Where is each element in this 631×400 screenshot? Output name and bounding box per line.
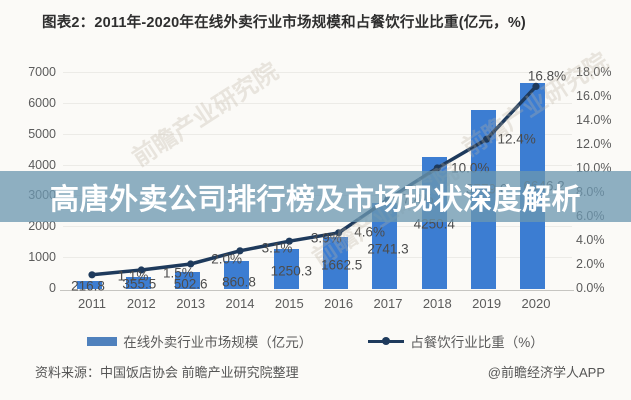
y-axis-tick-left: 2000 <box>28 219 56 234</box>
overlay-banner-text: 高唐外卖公司排行榜及市场现状深度解析 <box>49 183 581 216</box>
y-axis-tick-left: 0 <box>49 281 56 295</box>
line-marker-2019 <box>483 135 491 143</box>
y-axis-tick-right: 18.0% <box>576 65 612 79</box>
line-pct-label-2016: 4.6% <box>354 224 386 240</box>
line-pct-label-2012: 1.5% <box>162 265 194 281</box>
bar-value-label-2013: 502.6 <box>173 276 208 292</box>
line-marker-2018 <box>433 164 441 172</box>
y-axis-tick-left: 1000 <box>28 250 56 265</box>
line-pct-label-2013: 2.0% <box>211 251 243 267</box>
footer-source: 资料来源：中国饭店协会 前瞻产业研究院整理 <box>35 365 299 380</box>
line-marker-2012 <box>137 266 145 274</box>
gridline <box>63 133 572 135</box>
gridline <box>63 102 572 104</box>
y-axis-tick-right: 16.0% <box>576 89 612 103</box>
line-marker-2013 <box>187 260 195 268</box>
line-pct-label-2019: 12.4% <box>497 131 536 147</box>
bar-value-label-2011: 216.8 <box>71 278 105 294</box>
line-pct-label-2014: 3.1% <box>261 240 293 256</box>
x-axis-line <box>60 290 574 291</box>
x-axis-label-2011: 2011 <box>78 296 106 311</box>
bar-2016 <box>323 236 349 289</box>
y-axis-tick-left: 5000 <box>28 126 56 141</box>
overlay-banner: 高唐外卖公司排行榜及市场现状深度解析 <box>0 171 631 222</box>
y-axis-tick-left: 7000 <box>28 65 56 79</box>
line-marker-2016 <box>335 229 343 237</box>
line-pct-label-2015: 3.9% <box>310 230 342 246</box>
bar-series-swatch-icon <box>87 336 118 346</box>
y-axis-tick-right: 12.0% <box>576 137 612 151</box>
x-axis-label-2016: 2016 <box>324 296 354 311</box>
line-pct-label-2011: 1.1% <box>117 268 149 284</box>
bar-2014 <box>224 261 250 289</box>
legend-label: 在线外卖行业市场规模（亿元） <box>123 335 313 350</box>
bar-2015 <box>273 249 299 289</box>
line-pct-label-2020: 16.8% <box>527 68 567 84</box>
footer-credit: @前瞻经济学人APP <box>487 365 605 380</box>
bar-2011 <box>76 281 102 289</box>
legend-item-market-size: 在线外卖行业市场规模（亿元） <box>87 331 312 351</box>
x-axis-label-2012: 2012 <box>126 296 156 311</box>
x-axis-label-2020: 2020 <box>521 296 551 311</box>
bar-value-label-2016: 1662.5 <box>320 257 363 273</box>
x-axis-label-2018: 2018 <box>422 296 452 311</box>
line-marker-2015 <box>285 237 293 245</box>
chart-title: 图表2：2011年-2020年在线外卖行业市场规模和占餐饮行业比重(亿元，%) <box>42 15 526 31</box>
bar-2013 <box>175 272 201 289</box>
x-axis-label-2014: 2014 <box>225 296 255 311</box>
legend-label: 占餐饮行业比重（%） <box>410 335 544 350</box>
line-series-marker-icon <box>368 337 405 345</box>
legend-item-share: 占餐饮行业比重（%） <box>368 331 544 351</box>
chart-legend: 在线外卖行业市场规模（亿元） 占餐饮行业比重（%） <box>0 331 631 351</box>
y-axis-tick-right: 2.0% <box>576 257 605 271</box>
y-axis-tick-right: 4.0% <box>576 233 605 247</box>
bar-value-label-2012: 355.5 <box>122 276 157 292</box>
gridline <box>63 226 572 228</box>
x-axis-label-2017: 2017 <box>373 296 403 311</box>
x-axis-label-2015: 2015 <box>274 296 304 311</box>
gridline <box>63 257 572 259</box>
trend-line <box>90 84 538 277</box>
line-marker-2011 <box>88 271 96 279</box>
x-axis-label-2019: 2019 <box>472 296 502 311</box>
y-axis-tick-right: 0.0% <box>576 281 605 295</box>
line-marker-2014 <box>236 247 244 255</box>
y-axis-tick-left: 6000 <box>28 95 56 110</box>
x-axis-label-2013: 2013 <box>176 296 206 311</box>
y-axis-tick-left: 4000 <box>28 157 56 172</box>
bar-2012 <box>125 277 151 289</box>
bar-value-label-2014: 860.8 <box>222 274 256 290</box>
gridline <box>63 72 572 73</box>
bar-value-label-2015: 1250.3 <box>270 263 312 279</box>
bar-value-label-2017: 2741.3 <box>367 241 409 257</box>
y-axis-tick-right: 14.0% <box>576 113 612 127</box>
line-marker-2020 <box>532 82 540 90</box>
gridline <box>63 164 572 166</box>
